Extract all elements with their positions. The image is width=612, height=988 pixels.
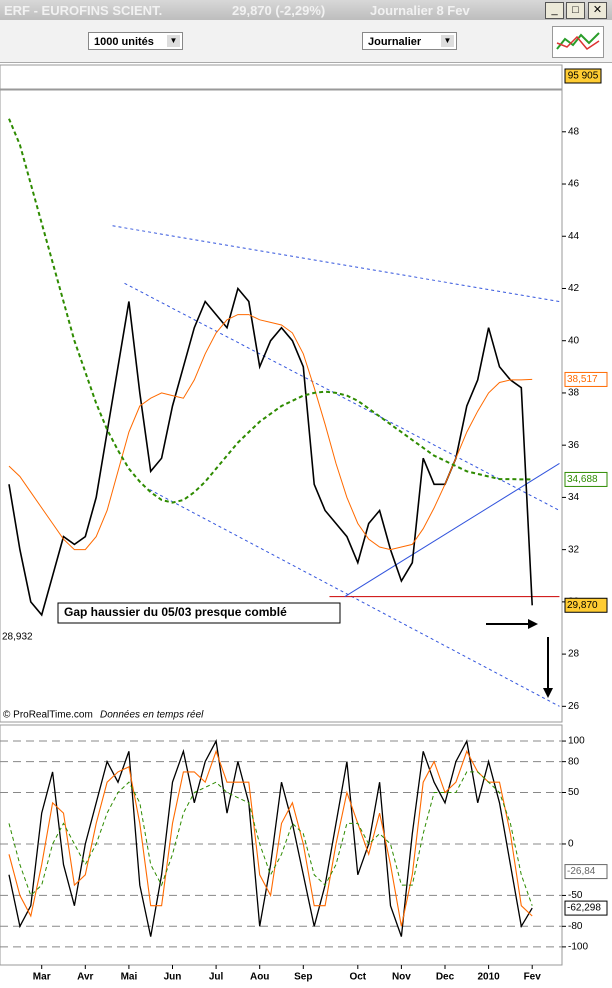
- y-tick-label: 80: [568, 756, 580, 767]
- series-line: [8, 118, 533, 504]
- y-tick-label: -100: [568, 942, 588, 953]
- x-tick-label: Jun: [164, 972, 182, 983]
- series-line: [8, 314, 533, 551]
- x-tick-label: Aou: [250, 972, 269, 983]
- x-tick-label: Mar: [33, 972, 51, 983]
- y-tick-label: 36: [568, 440, 580, 451]
- x-tick-label: Jul: [209, 972, 224, 983]
- volume-label: 95 905: [568, 71, 599, 82]
- series-line: [8, 739, 533, 937]
- series-line: [8, 749, 533, 927]
- y-tick-label: -80: [568, 921, 583, 932]
- trendline: [149, 489, 560, 707]
- price-marker-box: [564, 900, 608, 916]
- window-quote: 29,870 (-2,29%): [232, 3, 326, 18]
- volume-label-box: [564, 68, 602, 84]
- y-tick-label: 34: [568, 492, 580, 503]
- y-tick-label: 100: [568, 736, 585, 747]
- annotation: Gap haussier du 05/03 presque comblé: [64, 605, 287, 619]
- y-tick-label: 26: [568, 701, 580, 712]
- y-tick-label: 48: [568, 126, 580, 137]
- arrow-head: [543, 688, 553, 698]
- y-tick-label: 42: [568, 283, 580, 294]
- trendline: [124, 282, 560, 511]
- oscillator-panel: [0, 724, 563, 966]
- close-button[interactable]: ✕: [588, 2, 607, 19]
- y-tick-label: 0: [568, 839, 574, 850]
- x-tick-label: Avr: [77, 972, 93, 983]
- y-tick-label: 32: [568, 544, 580, 555]
- x-tick-label: Mai: [121, 972, 138, 983]
- tools-icon: [556, 32, 600, 50]
- x-tick-label: Oct: [349, 972, 366, 983]
- y-tick-label: 46: [568, 179, 580, 190]
- minimize-button[interactable]: _: [545, 2, 564, 19]
- price-marker-box: [564, 864, 608, 880]
- series-line: [8, 771, 533, 906]
- price-marker-label: 38,517: [567, 374, 598, 385]
- y-tick-label: 38: [568, 388, 580, 399]
- quantity-text: 1000 unités: [94, 36, 154, 48]
- x-tick-label: Fev: [524, 972, 542, 983]
- tools-button[interactable]: [552, 26, 604, 58]
- volume-panel: [0, 64, 563, 90]
- source: © ProRealTime.com: [3, 710, 93, 721]
- price-marker-label: -62,298: [567, 903, 601, 914]
- y-tick-label: -50: [568, 890, 583, 901]
- y-tick-label: 44: [568, 231, 580, 242]
- price-marker-label: 29,870: [567, 600, 598, 611]
- y-tick-label: 40: [568, 335, 580, 346]
- price-marker-label: 34,688: [567, 474, 598, 485]
- window-period: Journalier 8 Fev: [370, 3, 470, 18]
- price-marker-box: [564, 371, 608, 387]
- window-title: ERF - EUROFINS SCIENT.: [4, 3, 163, 18]
- annotation-box: [57, 602, 341, 624]
- price-marker-box: [564, 471, 608, 487]
- y-tick-label: 50: [568, 787, 580, 798]
- interval-select[interactable]: Journalier ▼: [362, 32, 457, 50]
- price-marker-label: -26,84: [567, 866, 596, 877]
- realtime-note: Données en temps réel: [100, 710, 204, 721]
- trendline: [344, 463, 560, 598]
- price-marker-box: [564, 597, 608, 613]
- x-tick-label: Sep: [294, 972, 312, 983]
- toolbar: 1000 unités ▼ Journalier ▼: [0, 20, 612, 63]
- interval-text: Journalier: [368, 36, 422, 48]
- y-tick-label: 28: [568, 649, 580, 660]
- x-tick-label: 2010: [477, 972, 500, 983]
- x-tick-label: Dec: [436, 972, 455, 983]
- chart: 95 905 © ProRealTime.com Données en temp…: [0, 64, 608, 983]
- title-bar: ERF - EUROFINS SCIENT. 29,870 (-2,29%) J…: [0, 0, 612, 20]
- maximize-button[interactable]: □: [566, 2, 585, 19]
- price-marker-label: 28,932: [2, 631, 33, 642]
- quantity-select[interactable]: 1000 unités ▼: [88, 32, 183, 50]
- x-tick-label: Nov: [392, 972, 411, 983]
- arrow-head: [528, 619, 538, 629]
